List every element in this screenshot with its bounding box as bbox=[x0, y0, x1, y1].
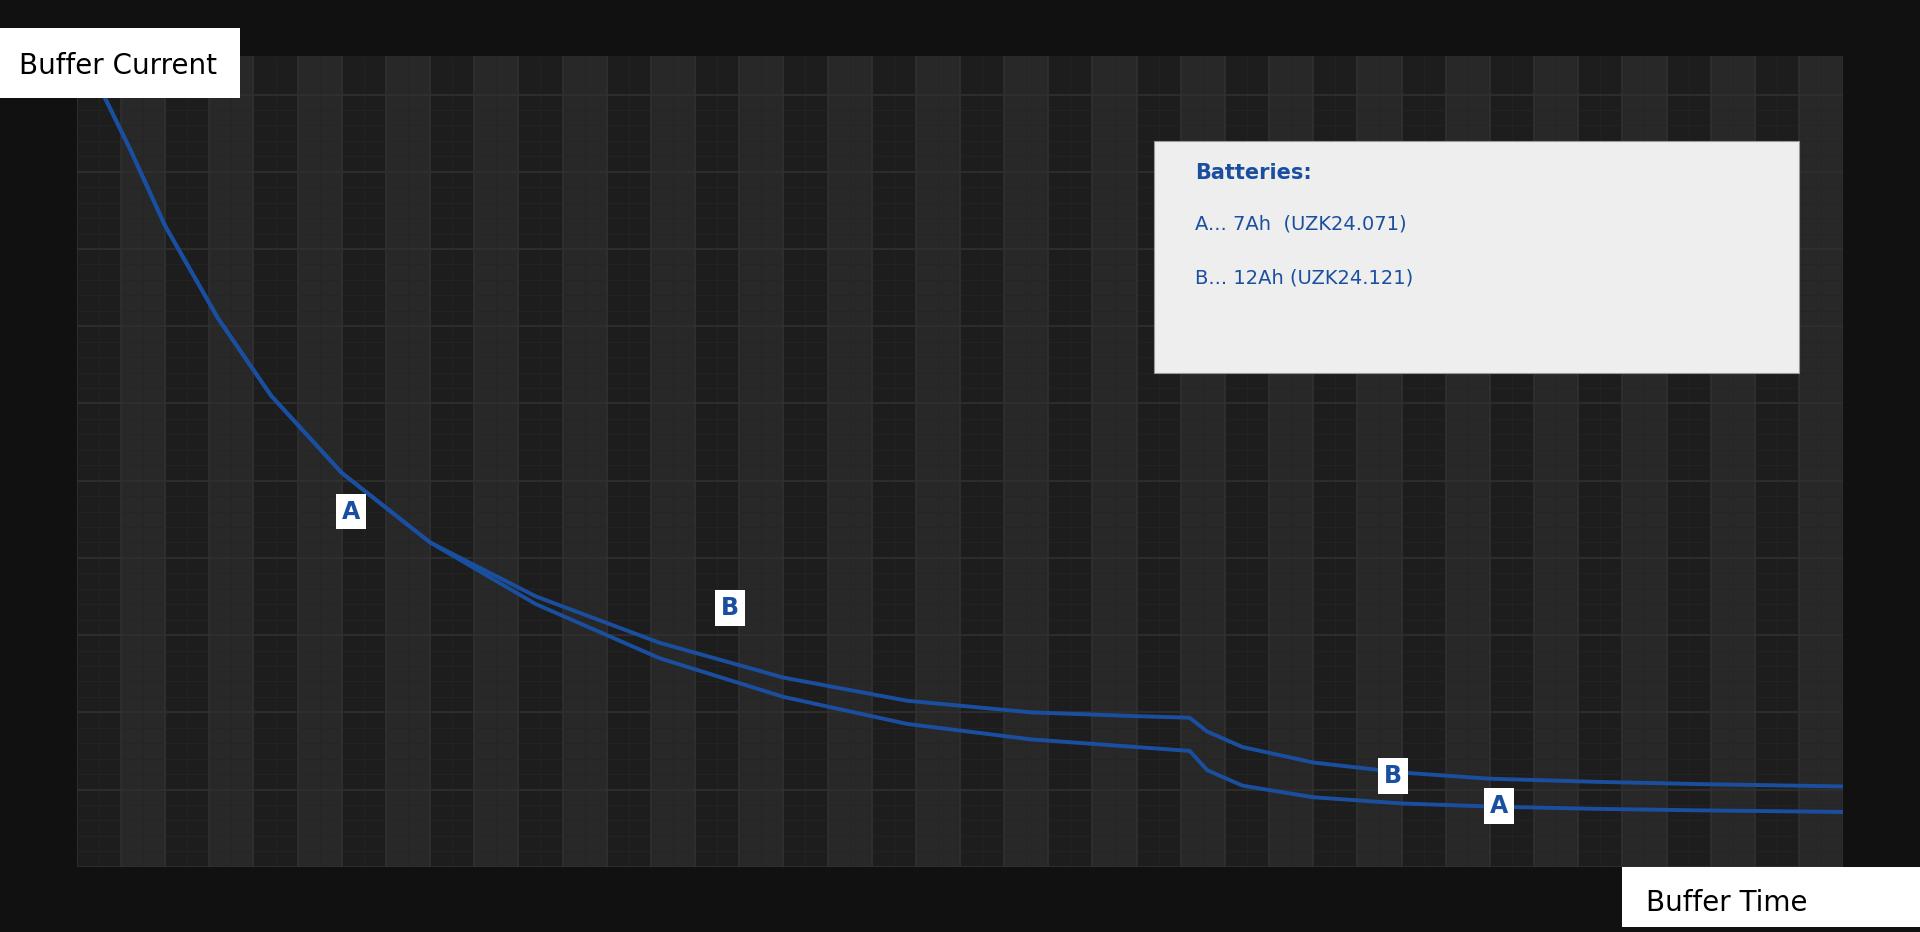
Bar bbox=[430, 56, 474, 867]
Bar bbox=[1578, 56, 1622, 867]
Bar bbox=[209, 56, 253, 867]
Bar bbox=[253, 56, 298, 867]
Bar bbox=[165, 56, 209, 867]
Bar bbox=[1402, 56, 1446, 867]
Text: B: B bbox=[722, 596, 739, 620]
Bar bbox=[1622, 56, 1667, 867]
Bar bbox=[1490, 56, 1534, 867]
Bar bbox=[121, 56, 165, 867]
Text: A... 7Ah  (UZK24.071): A... 7Ah (UZK24.071) bbox=[1194, 214, 1407, 234]
Text: B: B bbox=[1384, 763, 1402, 788]
Text: Buffer Current: Buffer Current bbox=[19, 52, 217, 80]
Bar bbox=[298, 56, 342, 867]
Bar bbox=[1755, 56, 1799, 867]
Bar bbox=[739, 56, 783, 867]
Bar bbox=[916, 56, 960, 867]
Bar bbox=[607, 56, 651, 867]
Bar bbox=[1225, 56, 1269, 867]
Bar bbox=[1181, 56, 1225, 867]
Bar bbox=[474, 56, 518, 867]
Bar bbox=[1004, 56, 1048, 867]
Bar bbox=[1269, 56, 1313, 867]
Bar bbox=[651, 56, 695, 867]
Bar bbox=[386, 56, 430, 867]
Bar bbox=[783, 56, 828, 867]
Bar bbox=[1092, 56, 1137, 867]
Bar bbox=[695, 56, 739, 867]
Bar bbox=[1711, 56, 1755, 867]
Bar bbox=[1357, 56, 1402, 867]
Text: Buffer Time: Buffer Time bbox=[1645, 889, 1809, 917]
Bar bbox=[872, 56, 916, 867]
Bar bbox=[1667, 56, 1711, 867]
Bar bbox=[563, 56, 607, 867]
Text: B... 12Ah (UZK24.121): B... 12Ah (UZK24.121) bbox=[1194, 268, 1413, 288]
Bar bbox=[828, 56, 872, 867]
Bar bbox=[1446, 56, 1490, 867]
Bar bbox=[1313, 56, 1357, 867]
Bar bbox=[1534, 56, 1578, 867]
Bar bbox=[1048, 56, 1092, 867]
Text: Batteries:: Batteries: bbox=[1194, 163, 1311, 184]
Bar bbox=[342, 56, 386, 867]
FancyBboxPatch shape bbox=[1154, 141, 1799, 373]
Text: A: A bbox=[1490, 794, 1507, 817]
Bar bbox=[1799, 56, 1843, 867]
Bar bbox=[1137, 56, 1181, 867]
Text: A: A bbox=[342, 500, 359, 524]
Bar bbox=[960, 56, 1004, 867]
Bar bbox=[77, 56, 121, 867]
Bar bbox=[518, 56, 563, 867]
